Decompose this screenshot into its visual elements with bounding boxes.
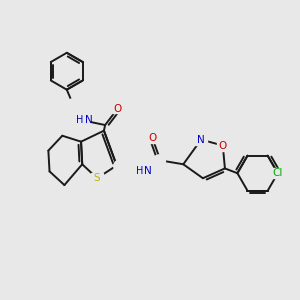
Bar [272,168,284,178]
Text: H: H [136,166,144,176]
Bar [135,165,151,176]
Text: N: N [85,115,93,125]
Bar [73,115,89,126]
Text: N: N [197,135,205,145]
Bar [112,104,123,113]
Text: Cl: Cl [273,168,283,178]
Bar [92,173,103,183]
Bar [196,134,207,145]
Bar [217,140,229,151]
Text: H: H [76,115,84,125]
Text: O: O [148,133,157,143]
Text: N: N [144,166,152,176]
Text: S: S [94,173,101,183]
Bar [147,134,158,143]
Text: O: O [113,104,122,114]
Text: O: O [219,140,227,151]
